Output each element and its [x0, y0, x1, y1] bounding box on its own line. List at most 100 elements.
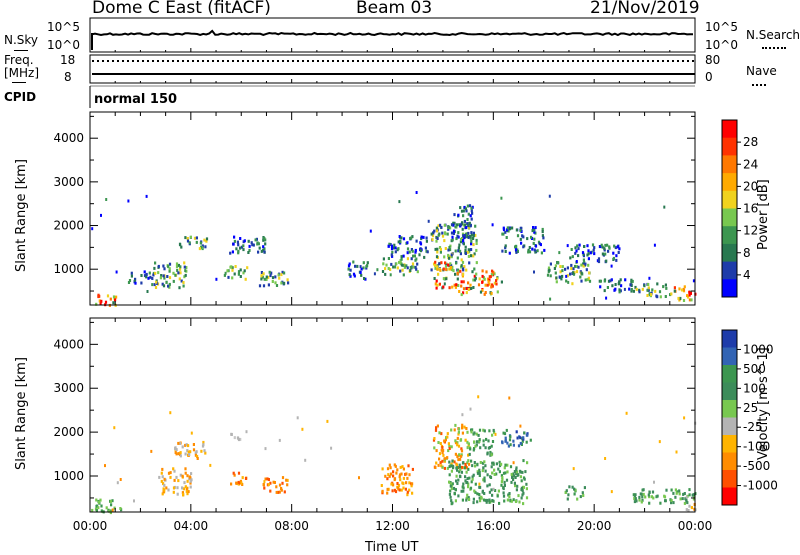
- velocity-data-cell: [486, 498, 489, 502]
- velocity-data-cell: [189, 450, 192, 454]
- power-data-cell: [610, 278, 613, 282]
- power-data-cell: [460, 264, 463, 268]
- power-data-cell: [390, 247, 394, 251]
- velocity-data-cell: [579, 495, 582, 499]
- power-data-cell: [541, 234, 544, 238]
- velocity-data-cell: [186, 492, 189, 496]
- velocity-data-cell: [500, 480, 503, 484]
- velocity-data-cell: [495, 472, 498, 476]
- velocity-data-cell: [398, 488, 401, 492]
- velocity-data-cell: [688, 488, 691, 492]
- power-data-cell: [193, 236, 197, 240]
- power-data-cell: [427, 219, 430, 223]
- power-data-cell: [618, 280, 621, 284]
- power-data-cell: [439, 268, 442, 272]
- velocity-data-cell: [455, 474, 458, 478]
- station-title: Dome C East (fitACF): [92, 0, 271, 18]
- power-data-cell: [505, 236, 508, 239]
- power-data-cell: [382, 257, 385, 261]
- power-data-cell: [605, 296, 608, 300]
- power-data-cell: [624, 278, 627, 282]
- power-data-cell: [275, 284, 279, 287]
- power-data-cell: [495, 282, 498, 286]
- velocity-data-cell: [500, 483, 503, 487]
- velocity-data-cell: [384, 474, 387, 478]
- power-data-cell: [244, 277, 247, 281]
- velocity-data-cell: [400, 488, 403, 492]
- nsky-legend-line: [14, 50, 28, 51]
- power-data-cell: [457, 213, 460, 217]
- velocity-data-cell: [494, 489, 497, 492]
- velocity-data-cell: [479, 485, 482, 489]
- velocity-data-cell: [476, 492, 479, 496]
- power-data-cell: [572, 272, 576, 276]
- power-data-cell: [540, 251, 543, 255]
- power-data-cell: [462, 287, 466, 291]
- power-data-cell: [354, 264, 357, 268]
- power-data-cell: [519, 226, 522, 230]
- velocity-data-cell: [514, 484, 517, 488]
- power-data-cell: [130, 271, 133, 275]
- power-data-cell: [147, 276, 150, 280]
- power-data-cell: [630, 289, 633, 293]
- power-data-cell: [462, 272, 465, 276]
- power-data-cell: [472, 231, 475, 235]
- power-data-cell: [163, 276, 166, 280]
- power-data-cell: [412, 254, 415, 258]
- power-data-cell: [359, 265, 362, 269]
- velocity-data-cell: [479, 446, 482, 450]
- velocity-data-cell: [461, 498, 464, 502]
- velocity-colorbar-tick-label: 1000: [743, 342, 774, 356]
- velocity-data-cell: [109, 499, 112, 503]
- velocity-data-cell: [203, 449, 206, 453]
- power-data-cell: [515, 244, 518, 248]
- power-data-cell: [549, 274, 552, 278]
- power-data-cell: [444, 247, 447, 250]
- velocity-data-cell: [393, 478, 396, 482]
- velocity-data-cell: [482, 466, 485, 470]
- power-data-cell: [115, 295, 118, 299]
- velocity-data-cell: [653, 480, 655, 484]
- power-data-cell: [566, 244, 569, 248]
- velocity-data-cell: [655, 495, 658, 499]
- velocity-data-cell: [186, 474, 189, 478]
- velocity-data-cell: [397, 483, 401, 487]
- power-data-cell: [448, 286, 451, 290]
- velocity-colorbar-segment: [722, 435, 737, 453]
- power-data-cell: [425, 236, 428, 240]
- power-data-cell: [281, 270, 284, 274]
- power-data-cell: [683, 285, 686, 289]
- velocity-data-cell: [396, 468, 399, 472]
- velocity-data-cell: [509, 465, 513, 469]
- velocity-data-cell: [232, 471, 235, 475]
- velocity-data-cell: [686, 501, 689, 505]
- velocity-data-cell: [209, 463, 212, 467]
- power-data-cell: [620, 284, 623, 288]
- power-data-cell: [628, 287, 631, 291]
- power-data-cell: [438, 246, 442, 249]
- power-data-cell: [462, 291, 465, 295]
- velocity-data-cell: [479, 461, 482, 464]
- power-data-cell: [458, 243, 461, 247]
- velocity-data-cell: [175, 448, 178, 452]
- power-data-cell: [475, 238, 478, 242]
- power-data-cell: [398, 260, 401, 264]
- velocity-data-cell: [502, 431, 505, 435]
- power-data-cell: [614, 246, 617, 250]
- velocity-data-cell: [459, 468, 462, 472]
- velocity-data-cell: [509, 435, 512, 439]
- power-data-cell: [599, 279, 602, 283]
- power-data-cell: [153, 266, 156, 270]
- velocity-data-cell: [490, 444, 493, 448]
- power-data-cell: [461, 260, 465, 264]
- power-data-cell: [543, 248, 546, 252]
- power-data-cell: [179, 271, 182, 275]
- power-data-cell: [490, 285, 493, 289]
- velocity-data-cell: [681, 497, 684, 501]
- velocity-data-cell: [179, 454, 182, 458]
- power-data-cell: [400, 263, 404, 267]
- power-data-cell: [262, 272, 265, 276]
- power-data-cell: [353, 274, 356, 278]
- power-data-cell: [239, 237, 242, 240]
- velocity-colorbar-tick-label: 100: [743, 381, 766, 395]
